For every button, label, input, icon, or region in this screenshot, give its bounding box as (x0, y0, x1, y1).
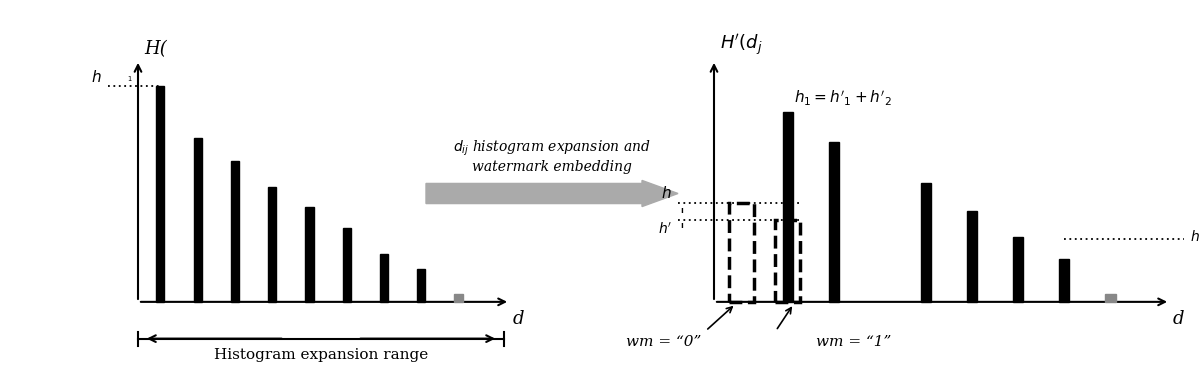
Bar (455, 294, 462, 302)
Text: wm = “1”: wm = “1” (816, 335, 892, 349)
Bar (342, 228, 350, 302)
Bar (1060, 259, 1069, 302)
Bar (1105, 294, 1116, 302)
Bar (418, 269, 425, 302)
Text: $_1$: $_1$ (127, 74, 133, 84)
Bar (775, 220, 800, 302)
FancyArrow shape (426, 180, 678, 207)
Bar (728, 202, 755, 302)
Text: ': ' (679, 208, 684, 226)
Bar (782, 112, 793, 302)
Text: $h'_9$=overhead length: $h'_9$=overhead length (1190, 229, 1200, 247)
Bar (1013, 237, 1024, 302)
Text: $H'(d_j$: $H'(d_j$ (720, 33, 763, 58)
Text: Histogram expansion range: Histogram expansion range (214, 348, 428, 362)
Text: ': ' (679, 223, 684, 241)
Bar (922, 183, 931, 302)
Text: d: d (1172, 310, 1184, 328)
Text: $h$: $h$ (661, 185, 672, 200)
Bar (305, 207, 313, 302)
Text: wm = “0”: wm = “0” (626, 335, 701, 349)
Text: d: d (512, 310, 524, 328)
Bar (829, 142, 839, 302)
Bar (156, 86, 164, 302)
Bar (230, 161, 239, 302)
Bar (967, 211, 977, 302)
Bar (268, 187, 276, 302)
Text: $h'$: $h'$ (658, 222, 672, 237)
Text: $h_1= h'_1+ h'_2$: $h_1= h'_1+ h'_2$ (793, 89, 892, 108)
Text: $d_{ij}$ histogram expansion and
watermark embedding: $d_{ij}$ histogram expansion and waterma… (454, 138, 650, 174)
Text: H(: H( (144, 40, 167, 58)
Bar (193, 138, 202, 302)
Bar (380, 254, 388, 302)
Text: $h$: $h$ (91, 69, 102, 85)
